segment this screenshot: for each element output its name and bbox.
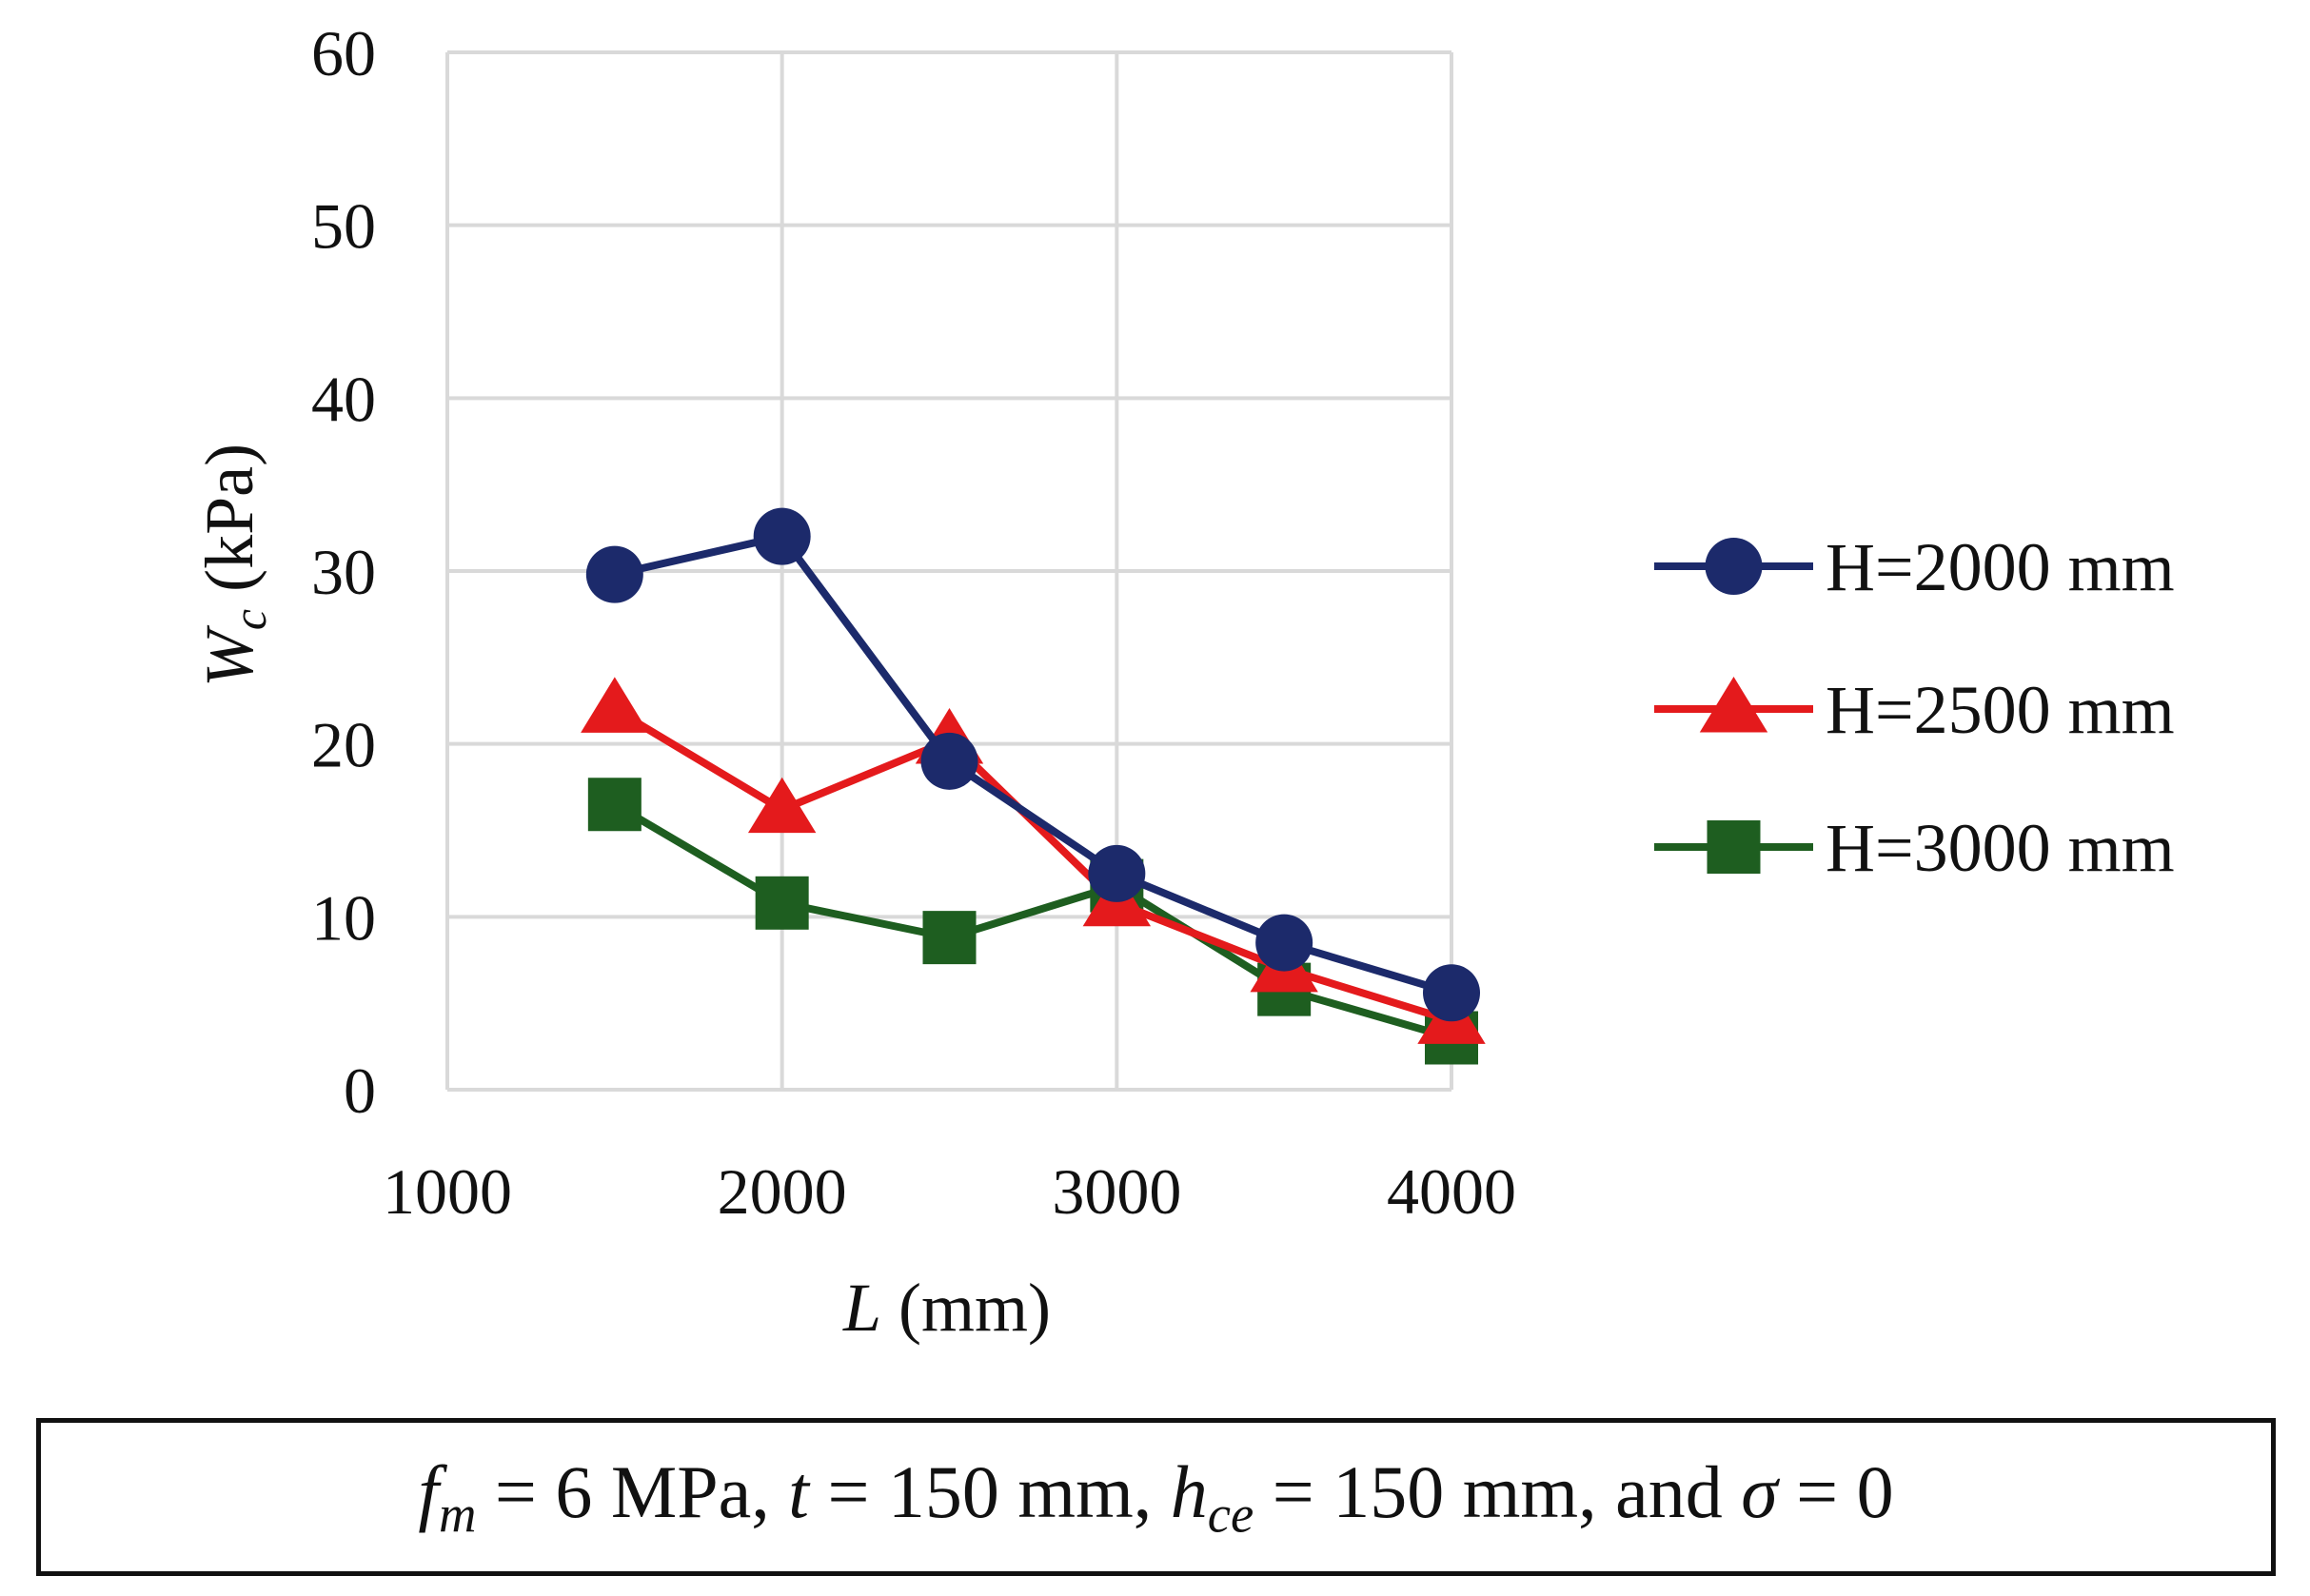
caption-hce-sub: ce	[1207, 1485, 1254, 1544]
parameter-caption-box: fm = 6 MPa, t = 150 mm, hce = 150 mm, an…	[36, 1418, 2276, 1576]
series-H=2000 mm	[585, 507, 1480, 1022]
x-tick-label: 3000	[1052, 1155, 1181, 1228]
caption-hce-var: h	[1170, 1450, 1208, 1534]
legend: H=2000 mm H=2500 mm H=3000 mm	[1654, 529, 2175, 886]
parameter-caption: fm = 6 MPa, t = 150 mm, hce = 150 mm, an…	[418, 1449, 1893, 1544]
legend-label: H=2500 mm	[1826, 672, 2175, 748]
data-point	[1423, 964, 1480, 1022]
caption-hce-rest: = 150 mm, and	[1254, 1450, 1742, 1534]
data-point	[753, 507, 811, 565]
y-axis-ticks: 0 10 20 30 40 50 60	[311, 17, 376, 1127]
x-axis-var: L	[842, 1270, 881, 1346]
y-tick-label: 30	[311, 536, 376, 608]
x-tick-label: 1000	[383, 1155, 512, 1228]
data-point	[1255, 914, 1313, 972]
data-point	[922, 911, 977, 965]
series-line	[612, 800, 1453, 1042]
data-point	[747, 777, 817, 834]
caption-t-var: t	[788, 1450, 809, 1534]
legend-marker	[1707, 820, 1761, 874]
series-line	[613, 532, 1453, 997]
x-axis-ticks: 1000 2000 3000 4000	[383, 1155, 1516, 1228]
y-tick-label: 20	[311, 709, 376, 781]
caption-fm-var: f	[418, 1450, 439, 1534]
legend-marker	[1705, 538, 1763, 595]
legend-label: H=3000 mm	[1826, 810, 2175, 886]
data-point	[755, 876, 809, 930]
legend-item: H=3000 mm	[1654, 810, 2175, 886]
x-tick-label: 2000	[718, 1155, 847, 1228]
x-tick-label: 4000	[1387, 1155, 1516, 1228]
y-axis-var: W	[191, 624, 267, 687]
data-point	[1088, 844, 1146, 902]
y-axis-title: Wc (kPa)	[191, 443, 276, 687]
y-tick-label: 10	[311, 881, 376, 954]
caption-sigma-rest: = 0	[1777, 1450, 1894, 1534]
y-axis-sub: c	[223, 609, 276, 630]
caption-sigma-var: σ	[1741, 1450, 1778, 1534]
caption-fm-sub: m	[438, 1485, 477, 1544]
x-axis-unit: (mm)	[881, 1270, 1051, 1346]
legend-marker	[1699, 677, 1768, 733]
caption-t-rest: = 150 mm,	[808, 1450, 1171, 1534]
caption-fm-rest: = 6 MPa,	[476, 1450, 789, 1534]
legend-item: H=2500 mm	[1654, 672, 2175, 748]
data-point	[587, 778, 642, 832]
data-point	[585, 545, 643, 603]
legend-label: H=2000 mm	[1826, 529, 2175, 605]
y-tick-label: 60	[311, 17, 376, 89]
legend-item: H=2000 mm	[1654, 529, 2175, 605]
y-tick-label: 50	[311, 190, 376, 263]
series-group	[581, 507, 1486, 1065]
series-line	[612, 705, 1453, 1025]
x-axis-title: L (mm)	[842, 1270, 1051, 1346]
data-point	[581, 677, 649, 733]
y-tick-label: 0	[344, 1054, 376, 1127]
y-tick-label: 40	[311, 363, 376, 435]
data-point	[920, 732, 978, 790]
y-axis-unit: (kPa)	[191, 443, 267, 609]
